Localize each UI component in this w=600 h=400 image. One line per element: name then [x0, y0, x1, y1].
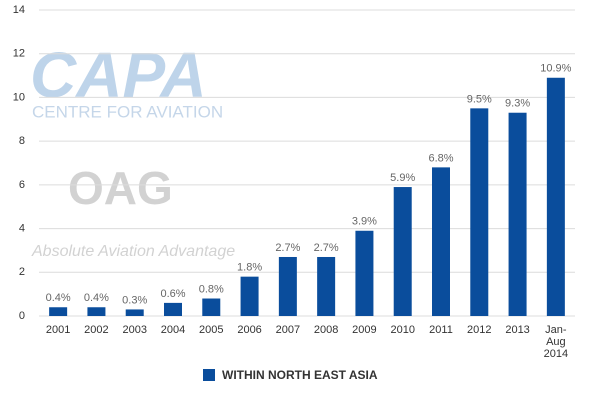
x-tick-label: 2009	[352, 324, 376, 336]
legend-label: WITHIN NORTH EAST ASIA	[222, 368, 378, 382]
x-tick-label: 2011	[429, 324, 453, 336]
bar	[508, 112, 527, 316]
x-tick-label: 2001	[46, 324, 70, 336]
value-label: 10.9%	[540, 63, 571, 75]
y-tick-label: 14	[13, 4, 25, 16]
x-tick-label: 2007	[276, 324, 300, 336]
value-label: 0.3%	[122, 294, 147, 306]
value-label: 2.7%	[314, 242, 339, 254]
y-tick-label: 12	[13, 48, 25, 60]
x-tick-label: 2004	[161, 324, 185, 336]
y-tick-label: 2	[19, 266, 25, 278]
y-tick-label: 10	[13, 91, 25, 103]
value-label: 1.8%	[237, 262, 262, 274]
value-label: 5.9%	[390, 172, 415, 184]
y-tick-label: 4	[19, 222, 25, 234]
x-tick-label: Jan-Aug 2014	[544, 324, 568, 360]
bar	[355, 230, 374, 316]
bar	[393, 187, 412, 316]
value-label: 3.9%	[352, 216, 377, 228]
y-tick-label: 6	[19, 179, 25, 191]
x-tick-label: 2005	[199, 324, 223, 336]
x-tick-label: 2008	[314, 324, 338, 336]
x-tick-label: 2002	[84, 324, 108, 336]
value-label: 0.8%	[199, 283, 224, 295]
bar	[125, 309, 144, 316]
y-tick-label: 8	[19, 135, 25, 147]
bar	[432, 167, 450, 316]
bar	[546, 77, 565, 316]
legend-swatch	[203, 369, 215, 381]
value-label: 0.6%	[160, 288, 185, 300]
x-tick-label: 2010	[390, 324, 414, 336]
value-label: 0.4%	[84, 292, 109, 304]
x-tick-label: 2012	[467, 324, 491, 336]
bar	[202, 298, 221, 316]
bar	[49, 307, 68, 316]
x-tick-label: 2013	[505, 324, 529, 336]
bar	[240, 276, 259, 316]
x-tick-label: 2003	[122, 324, 146, 336]
watermark: CAPA	[30, 39, 207, 111]
bar	[278, 256, 297, 316]
bar	[470, 108, 489, 316]
watermark: Absolute Aviation Advantage	[31, 243, 235, 260]
bar	[87, 307, 106, 316]
watermark: OAG	[68, 162, 173, 214]
bar	[317, 256, 336, 316]
watermark: CENTRE FOR AVIATION	[32, 102, 223, 121]
value-label: 0.4%	[46, 292, 71, 304]
bar	[164, 302, 182, 316]
value-label: 9.5%	[467, 93, 492, 105]
y-tick-label: 0	[19, 310, 25, 322]
value-label: 9.3%	[505, 98, 530, 110]
value-label: 6.8%	[428, 152, 453, 164]
value-label: 2.7%	[275, 242, 300, 254]
x-tick-label: 2006	[237, 324, 261, 336]
